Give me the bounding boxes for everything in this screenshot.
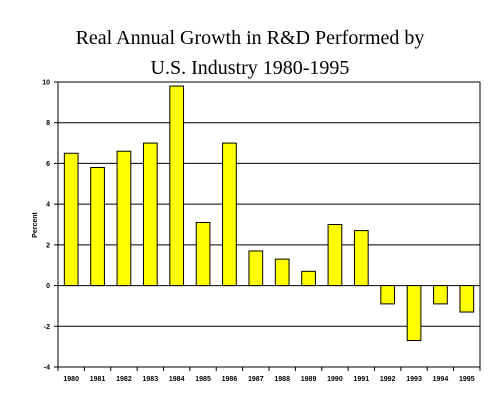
bar-1994 [433, 285, 448, 305]
y-tick-label: 6 [46, 161, 50, 168]
x-tick-label: 1980 [63, 376, 79, 383]
bar-1983 [142, 142, 158, 287]
bar-1981 [90, 167, 105, 287]
x-tick-label: 1987 [248, 376, 264, 383]
bar-1987 [248, 250, 264, 287]
bar-1984 [169, 85, 185, 287]
x-tick-label: 1981 [90, 376, 106, 383]
x-tick-label: 1995 [459, 376, 475, 383]
x-tick-label: 1985 [195, 376, 211, 383]
x-tick-label: 1993 [406, 376, 422, 383]
x-tick-label: 1992 [380, 376, 396, 383]
x-tick-label: 1982 [116, 376, 132, 383]
y-tick-label: 10 [42, 80, 50, 87]
bars [63, 85, 475, 342]
x-tick-label: 1988 [274, 376, 290, 383]
y-tick-label: 2 [46, 242, 50, 249]
x-tick-label: 1989 [301, 376, 317, 383]
bar-1982 [116, 150, 132, 287]
y-tick-label: 0 [46, 283, 50, 290]
x-tick-label: 1991 [354, 376, 370, 383]
bar-1995 [459, 285, 475, 313]
x-tick-label: 1983 [143, 376, 159, 383]
y-axis-label: Percent [32, 211, 39, 237]
chart-title-line-1: Real Annual Growth in R&D Performed by [75, 27, 425, 49]
bar-1990 [327, 224, 343, 287]
bar-1989 [301, 270, 316, 287]
bar-1980 [63, 152, 79, 287]
x-tick-label: 1990 [327, 376, 343, 383]
bar-1986 [222, 142, 237, 287]
bar-1991 [353, 230, 369, 287]
y-tick-label: 8 [46, 120, 50, 127]
bar-1993 [406, 285, 422, 342]
y-tick-label: -4 [44, 365, 50, 372]
x-tick-label: 1984 [169, 376, 185, 383]
x-tick-label: 1986 [222, 376, 238, 383]
y-tick-label: -2 [44, 324, 50, 331]
bar-1988 [274, 258, 290, 287]
labels: 10 8 6 4 2 0 -2 -4 1980 1981 1982 1983 1984 1985 1986 1… [42, 80, 474, 384]
y-tick-label: 4 [46, 202, 50, 209]
chart-title-line-2: U.S. Industry 1980-1995 [150, 57, 350, 79]
x-tick-label: 1994 [433, 376, 449, 383]
bar-1992 [380, 285, 396, 305]
bar-1985 [195, 221, 211, 287]
axes [54, 81, 481, 371]
